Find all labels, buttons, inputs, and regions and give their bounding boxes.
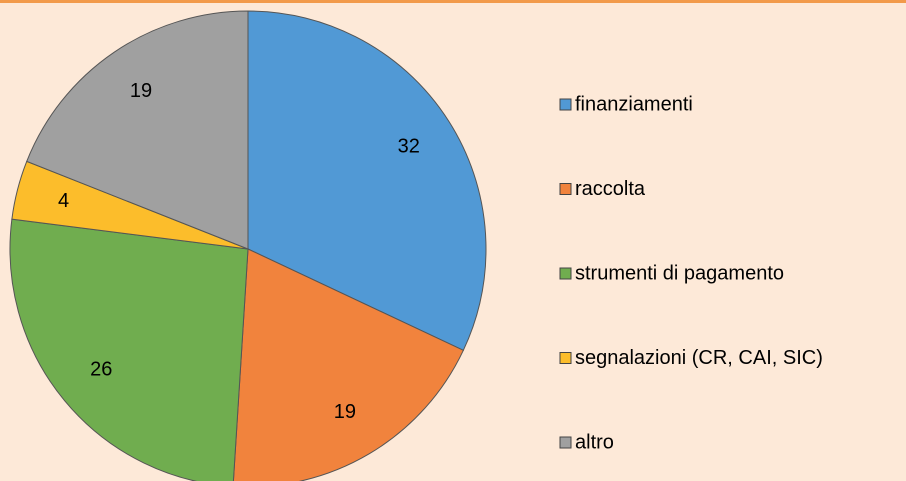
legend-swatch	[559, 98, 572, 111]
data-label: 19	[130, 80, 152, 102]
data-label: 32	[398, 135, 420, 157]
legend-swatch	[559, 352, 572, 364]
top-border	[0, 0, 906, 3]
data-label: 4	[58, 190, 69, 212]
pie-slice	[232, 248, 465, 481]
pie-slice	[26, 10, 249, 250]
legend-label: raccolta	[575, 178, 646, 200]
pie-slice	[247, 10, 487, 352]
legend-label: segnalazioni (CR, CAI, SIC)	[575, 347, 823, 369]
legend-label: strumenti di pagamento	[575, 262, 784, 284]
legend-label: altro	[575, 431, 614, 453]
data-label: 26	[90, 359, 112, 381]
legend-swatch	[559, 436, 572, 449]
pie-slice	[9, 218, 249, 481]
legend-swatch	[559, 267, 572, 280]
data-label: 19	[334, 401, 356, 423]
legend-label: finanziamenti	[575, 93, 693, 115]
legend-swatch	[559, 183, 572, 195]
